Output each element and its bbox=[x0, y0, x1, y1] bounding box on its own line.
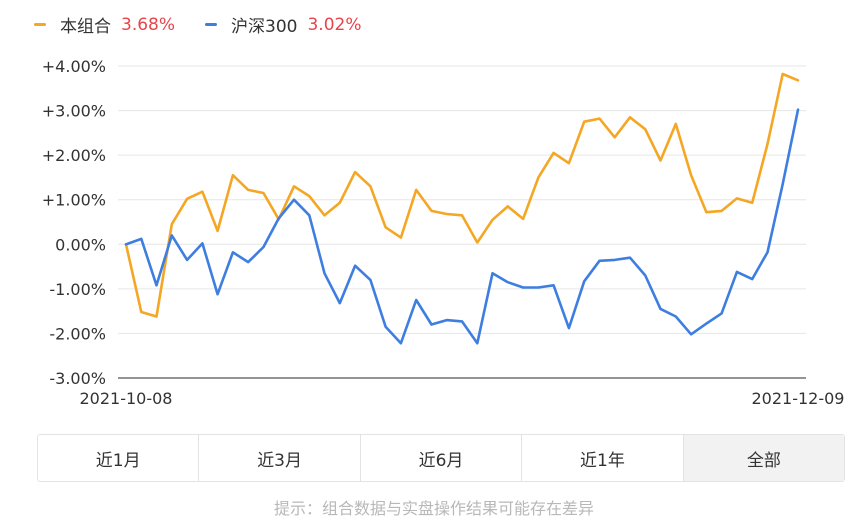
tab-period[interactable]: 近1年 bbox=[522, 435, 684, 481]
y-tick-label: -3.00% bbox=[49, 369, 106, 388]
y-tick-label: -2.00% bbox=[49, 324, 106, 343]
y-tick-label: +3.00% bbox=[42, 102, 106, 121]
tab-period[interactable]: 近3月 bbox=[199, 435, 361, 481]
y-tick-label: +1.00% bbox=[42, 191, 106, 210]
legend-item-portfolio[interactable]: 本组合 3.68% bbox=[34, 12, 175, 37]
legend-swatch-csi300 bbox=[205, 23, 218, 26]
tab-period[interactable]: 近6月 bbox=[361, 435, 523, 481]
chart-legend: 本组合 3.68% 沪深300 3.02% bbox=[34, 12, 391, 37]
series-line-csi300 bbox=[124, 108, 800, 345]
y-tick-label: +2.00% bbox=[42, 146, 106, 165]
x-tick-label: 2021-12-09 bbox=[752, 389, 845, 408]
legend-value-csi300: 3.02% bbox=[307, 14, 362, 35]
y-tick-label: 0.00% bbox=[55, 235, 106, 254]
y-tick-label: +4.00% bbox=[42, 57, 106, 76]
legend-swatch-portfolio bbox=[34, 23, 46, 26]
footer-note: 提示：组合数据与实盘操作结果可能存在差异 bbox=[273, 499, 594, 518]
legend-item-csi300[interactable]: 沪深300 3.02% bbox=[205, 12, 361, 37]
legend-value-portfolio: 3.68% bbox=[121, 14, 176, 35]
y-tick-label: -1.00% bbox=[49, 280, 106, 299]
legend-label-csi300: 沪深300 bbox=[231, 17, 298, 37]
period-tabs: 近1月 近3月 近6月 近1年 全部 bbox=[37, 434, 845, 482]
tab-period[interactable]: 近1月 bbox=[38, 435, 200, 481]
x-tick-label: 2021-10-08 bbox=[80, 389, 173, 408]
series-line-portfolio bbox=[124, 72, 800, 318]
tab-period[interactable]: 全部 bbox=[683, 435, 845, 481]
line-chart: +4.00% +3.00% +2.00% +1.00% 0.00% -1.00% -2.00… bbox=[42, 57, 845, 408]
legend-label-portfolio: 本组合 bbox=[60, 17, 111, 37]
